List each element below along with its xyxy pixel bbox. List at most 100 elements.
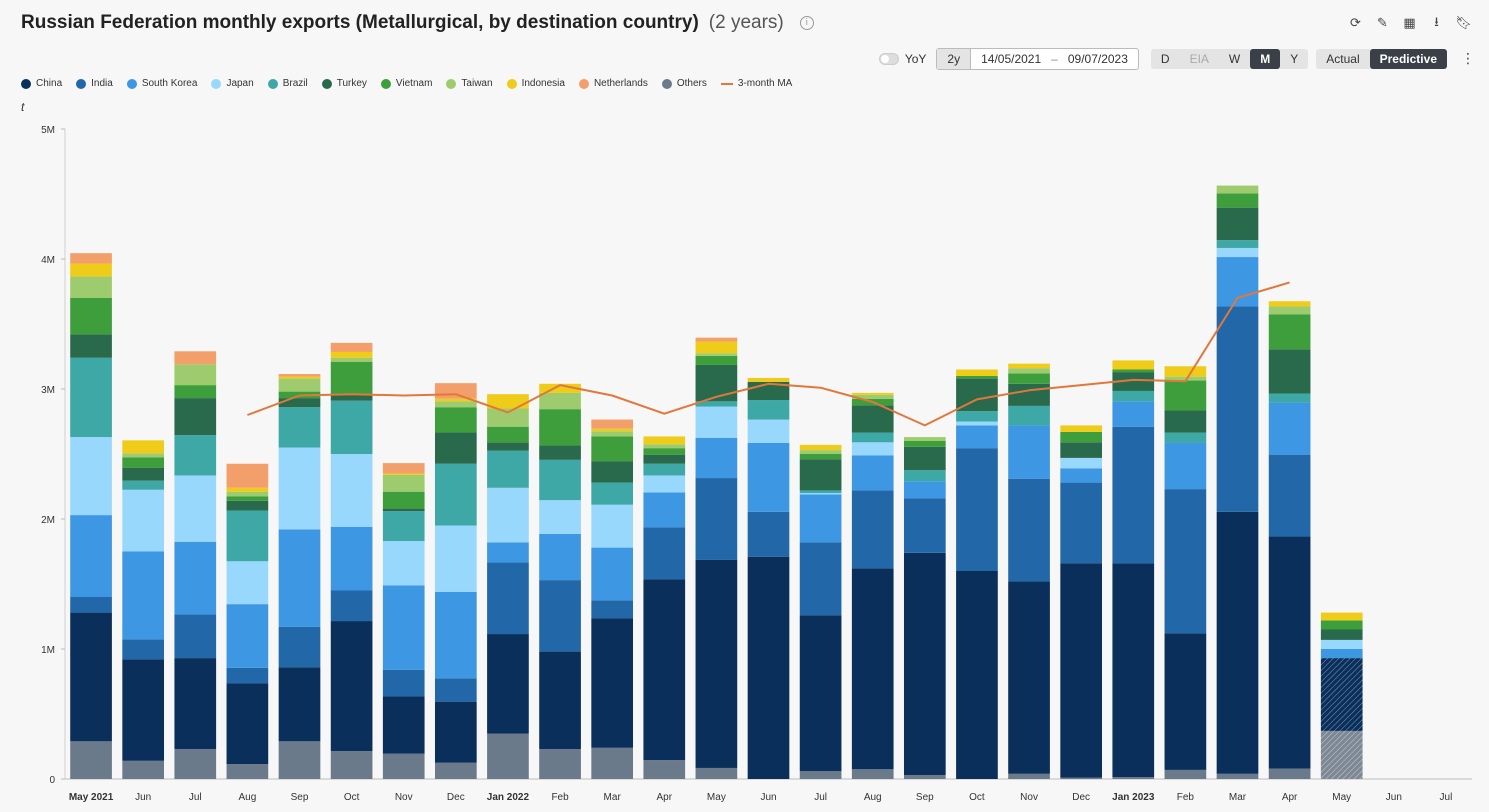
bar-segment-turkey[interactable] [122,467,165,481]
bar-segment-india[interactable] [70,597,112,613]
bar-segment-china[interactable] [1008,581,1050,774]
bar-segment-vietnam[interactable] [487,426,529,443]
legend-item-india[interactable]: India [76,78,113,89]
bar-segment-brazil[interactable] [1112,390,1155,402]
bar-segment-india[interactable] [539,580,581,652]
bar-segment-china[interactable] [226,683,269,765]
bar-segment-others[interactable] [226,764,269,779]
bar-segment-brazil[interactable] [226,510,269,562]
bar-stack-oct[interactable] [956,369,998,780]
bar-segment-others[interactable] [382,753,425,779]
bar-segment-india[interactable] [1112,426,1155,564]
bar-segment-india[interactable] [851,490,894,569]
bar-segment-japan[interactable] [1060,457,1103,469]
bar-segment-turkey[interactable] [903,446,946,471]
bar-segment-turkey[interactable] [1216,207,1259,241]
bar-segment-china[interactable] [382,696,425,754]
bar-segment-indonesia[interactable] [70,263,112,277]
legend-item-netherlands[interactable]: Netherlands [578,78,648,89]
bar-segment-china[interactable] [1164,633,1207,770]
bar-segment-others[interactable] [1008,773,1050,779]
bar-segment-brazil[interactable] [695,401,738,407]
bar-segment-japan[interactable] [122,489,165,552]
bar-segment-others[interactable] [487,733,529,780]
bar-segment-japan[interactable] [278,447,321,530]
dashboard-add-icon[interactable]: ▦ [1403,16,1416,31]
bar-stack-aug[interactable] [226,463,269,779]
date-range-picker[interactable]: 2y 14/05/2021 – 09/07/2023 [936,48,1139,70]
bar-segment-others[interactable] [1268,768,1311,779]
bar-segment-others[interactable] [330,751,373,779]
bar-segment-south-korea[interactable] [695,437,738,479]
bar-segment-brazil[interactable] [278,407,321,448]
bar-segment-netherlands[interactable] [434,383,477,399]
legend-item-south-korea[interactable]: South Korea [126,78,197,89]
bar-segment-others[interactable] [851,769,894,779]
bar-segment-china[interactable] [695,559,738,768]
bar-segment-japan[interactable] [434,525,477,592]
bar-segment-others[interactable] [799,771,842,779]
bar-segment-taiwan[interactable] [330,357,373,362]
bar-segment-others[interactable] [1216,773,1259,779]
bar-segment-brazil[interactable] [1008,405,1050,426]
bar-stack-jan-2022[interactable] [487,394,529,779]
bar-segment-india[interactable] [1164,489,1207,634]
bar-segment-india[interactable] [799,542,842,616]
bar-segment-india[interactable] [903,498,946,553]
legend-item-china[interactable]: China [21,78,62,89]
bar-segment-vietnam[interactable] [122,457,165,468]
bar-segment-vietnam[interactable] [1112,369,1155,373]
legend-item-3-month-ma[interactable]: 3-month MA [720,78,792,89]
bar-segment-south-korea[interactable] [122,551,165,640]
bar-segment-brazil[interactable] [382,511,425,542]
bar-segment-vietnam[interactable] [226,496,269,501]
bar-stack-may[interactable] [1320,612,1363,779]
bar-segment-netherlands[interactable] [330,342,373,352]
legend-item-others[interactable]: Others [661,78,707,89]
granularity-w-button[interactable]: W [1228,52,1241,66]
bar-segment-south-korea[interactable] [851,455,894,491]
bar-segment-indonesia[interactable] [956,369,998,377]
bar-segment-others[interactable] [591,747,634,779]
bar-segment-taiwan[interactable] [695,353,738,356]
bar-segment-indonesia[interactable] [799,444,842,451]
bar-segment-indonesia[interactable] [851,392,894,395]
bar-segment-india[interactable] [591,600,634,619]
bar-segment-japan[interactable] [226,561,269,605]
bar-segment-others[interactable] [643,760,686,779]
bar-segment-china[interactable] [122,659,165,761]
bar-segment-brazil[interactable] [70,357,112,438]
bar-segment-india[interactable] [434,678,477,702]
bar-segment-vietnam[interactable] [1320,620,1363,630]
bar-segment-vietnam[interactable] [591,436,634,462]
bar-segment-indonesia[interactable] [122,440,165,454]
bar-segment-india[interactable] [1216,306,1259,512]
bar-segment-others[interactable] [539,749,581,779]
bar-segment-vietnam[interactable] [903,441,946,447]
bar-segment-others[interactable] [122,760,165,779]
bar-segment-south-korea[interactable] [799,494,842,543]
bar-segment-indonesia[interactable] [1008,363,1050,369]
bar-segment-japan[interactable] [174,475,217,542]
bar-segment-brazil[interactable] [1216,240,1259,248]
bar-segment-indonesia[interactable] [1112,360,1155,370]
bar-segment-taiwan[interactable] [1268,306,1311,315]
bar-stack-dec[interactable] [434,383,477,779]
bar-segment-south-korea[interactable] [903,481,946,499]
bar-segment-vietnam[interactable] [1060,431,1103,443]
bar-segment-taiwan[interactable] [851,394,894,399]
bar-segment-taiwan[interactable] [174,364,217,386]
bar-segment-brazil[interactable] [799,490,842,493]
bar-segment-indonesia[interactable] [278,376,321,379]
bar-segment-south-korea[interactable] [591,547,634,601]
bar-segment-japan[interactable] [330,454,373,527]
legend-item-vietnam[interactable]: Vietnam [380,78,432,89]
bar-segment-china[interactable] [330,621,373,752]
end-date-field[interactable]: 09/07/2023 [1067,52,1128,66]
bar-stack-jul[interactable] [174,351,217,779]
bar-stack-may-2021[interactable] [70,253,112,779]
bar-stack-jan-2023[interactable] [1112,360,1155,779]
bar-segment-vietnam[interactable] [382,491,425,509]
bar-segment-brazil[interactable] [174,435,217,476]
bar-segment-india[interactable] [174,614,217,659]
